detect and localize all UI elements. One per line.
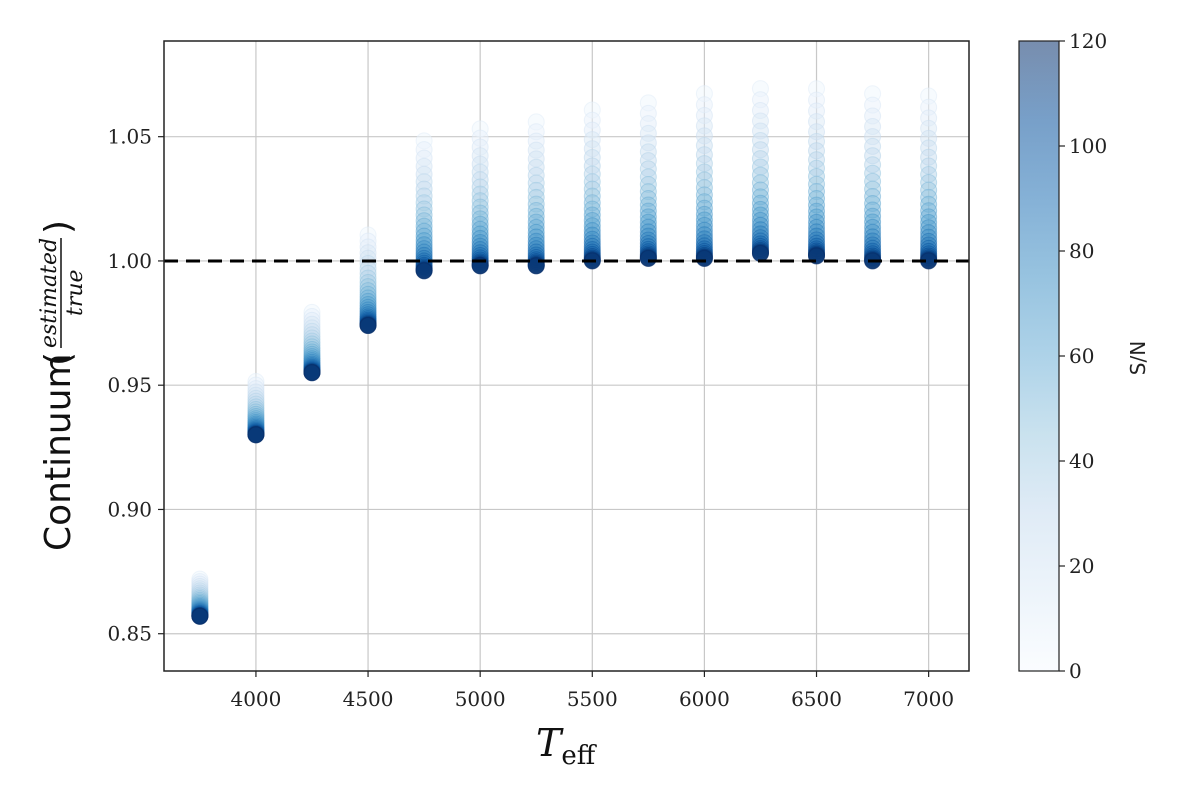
x-tick-label: 7000 [903,687,954,711]
colorbar-tick-label: 80 [1069,239,1094,263]
colorbar-tick-label: 120 [1069,29,1107,53]
x-tick-label: 4500 [343,687,394,711]
y-axis-label-numerator: estimated [37,238,62,348]
colorbar-tick-label: 0 [1069,659,1082,683]
x-tick-label: 6500 [791,687,842,711]
grid-lines [164,41,969,671]
scatter-point [695,249,713,267]
colorbar-tick-label: 60 [1069,344,1094,368]
y-axis-ticks: 0.85 0.90 0.95 1.00 1.05 [107,125,164,646]
y-axis-label-text: Continuum [38,353,79,551]
x-axis-label: Teff [536,721,598,771]
x-tick-label: 5500 [567,687,618,711]
y-tick-label: 1.05 [107,125,152,149]
colorbar-ticks: 0 20 40 60 80 100 120 [1059,29,1107,683]
y-axis-label-paren-open: ( [38,352,79,366]
x-tick-label: 5000 [455,687,506,711]
plot-frame [163,40,970,672]
colorbar-tick-label: 100 [1069,134,1107,158]
y-axis-label-paren-close: ) [38,220,79,234]
scatter-point [191,607,209,625]
y-tick-label: 1.00 [107,249,152,273]
x-tick-label: 6000 [679,687,730,711]
scatter-point [247,426,265,444]
colorbar [1018,40,1060,672]
colorbar-tick-label: 20 [1069,554,1094,578]
scatter-point [415,262,433,280]
scatter-point [751,244,769,262]
scatter-point [639,249,657,267]
x-axis-ticks: 4000 4500 5000 5500 6000 6500 7000 [230,671,954,711]
x-axis-label-subscript: eff [561,741,597,771]
y-axis-label: Continuum ( estimated true ) [37,220,88,551]
y-axis-label-denominator: true [63,269,88,316]
x-tick-label: 4000 [230,687,281,711]
y-tick-label: 0.90 [107,497,152,521]
x-axis-label-main: T [536,721,564,765]
scatter-point [303,364,321,382]
colorbar-label: S/N [1126,341,1150,375]
scatter-points [191,80,938,625]
colorbar-tick-label: 40 [1069,449,1094,473]
y-tick-label: 0.95 [107,373,152,397]
scatter-point [359,317,377,335]
y-tick-label: 0.85 [107,622,152,646]
